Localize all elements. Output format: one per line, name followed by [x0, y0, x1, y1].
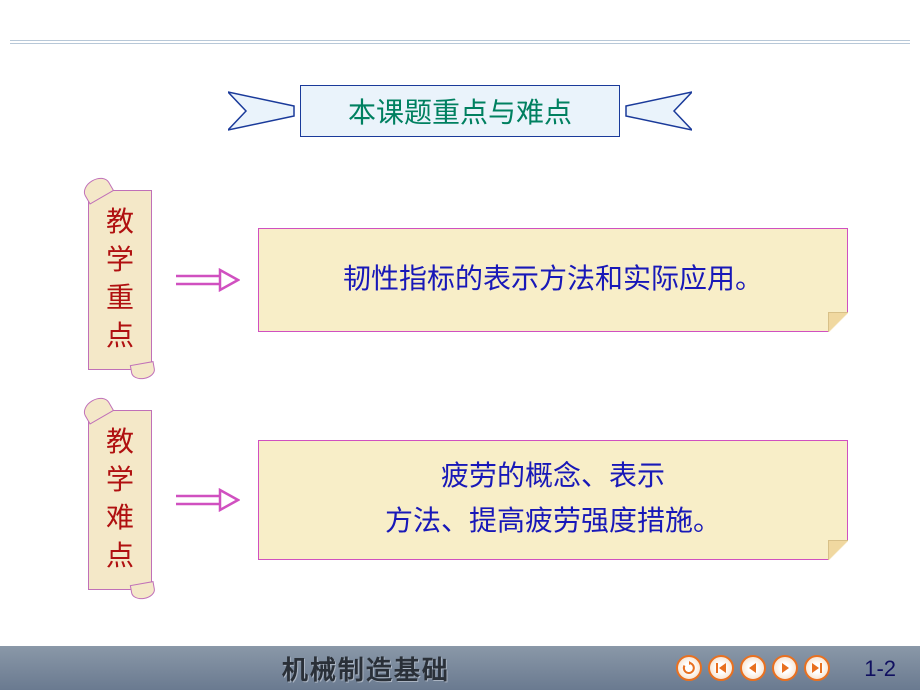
- section-key-points: 教学重点 韧性指标的表示方法和实际应用。: [0, 190, 920, 370]
- header-divider: [10, 40, 910, 41]
- last-icon: [810, 661, 824, 675]
- arrow-right-icon: [174, 268, 240, 292]
- title-banner: 本课题重点与难点: [228, 82, 692, 140]
- ribbon-left-icon: [228, 82, 300, 140]
- arrow-right-icon: [174, 488, 240, 512]
- ribbon-right-icon: [620, 82, 692, 140]
- footer-bar: 机械制造基础: [0, 646, 920, 690]
- content-box-key: 韧性指标的表示方法和实际应用。: [258, 228, 848, 332]
- scroll-label-difficult: 教学难点: [88, 410, 152, 590]
- refresh-button[interactable]: [676, 655, 702, 681]
- nav-controls: [676, 655, 830, 681]
- page-number: 1-2: [864, 656, 896, 682]
- footer-title: 机械制造基础: [282, 650, 450, 687]
- first-button[interactable]: [708, 655, 734, 681]
- scroll-label-text: 教学重点: [106, 204, 134, 355]
- page-fold-icon: [828, 312, 848, 332]
- scroll-label-key: 教学重点: [88, 190, 152, 370]
- first-icon: [714, 661, 728, 675]
- banner-title: 本课题重点与难点: [300, 85, 620, 137]
- content-text-key: 韧性指标的表示方法和实际应用。: [343, 258, 763, 303]
- page-fold-icon: [828, 540, 848, 560]
- scroll-label-text: 教学难点: [106, 424, 134, 575]
- prev-button[interactable]: [740, 655, 766, 681]
- section-difficult-points: 教学难点 疲劳的概念、表示 方法、提高疲劳强度措施。: [0, 410, 920, 590]
- prev-icon: [746, 661, 760, 675]
- refresh-icon: [682, 661, 696, 675]
- next-button[interactable]: [772, 655, 798, 681]
- content-text-difficult: 疲劳的概念、表示 方法、提高疲劳强度措施。: [385, 455, 721, 545]
- last-button[interactable]: [804, 655, 830, 681]
- header-divider-2: [10, 43, 910, 44]
- next-icon: [778, 661, 792, 675]
- content-box-difficult: 疲劳的概念、表示 方法、提高疲劳强度措施。: [258, 440, 848, 560]
